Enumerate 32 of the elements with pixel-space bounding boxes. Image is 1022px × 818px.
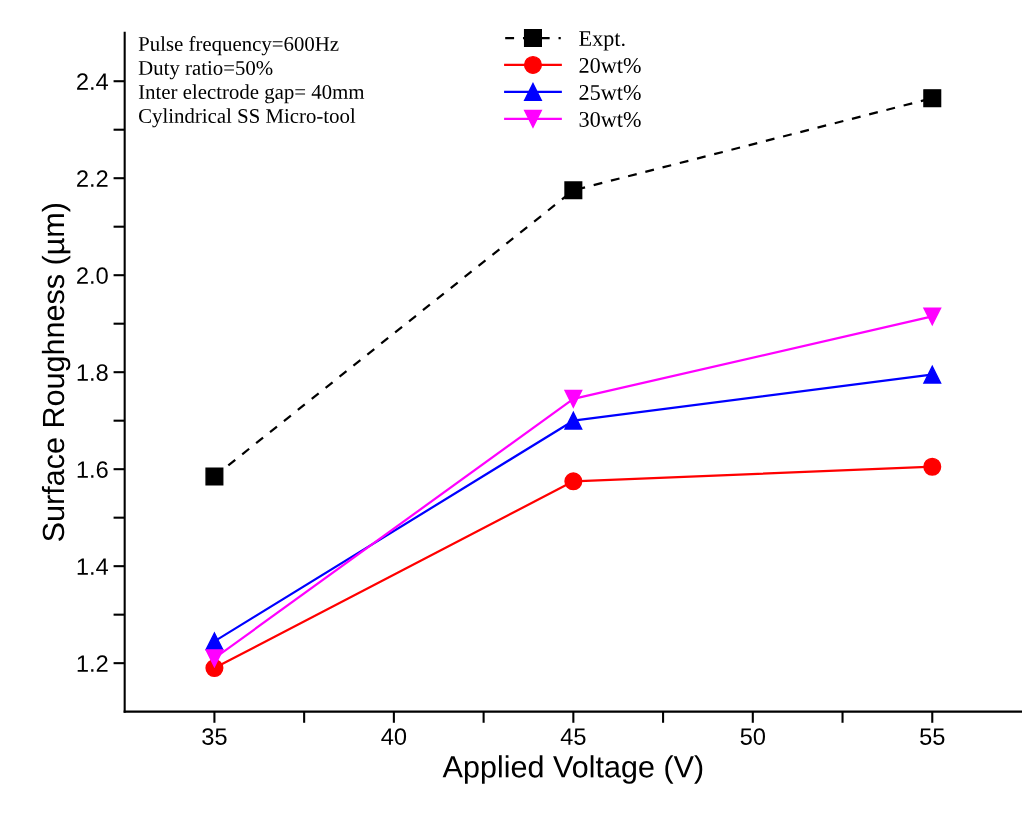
point (564, 411, 583, 430)
annotation: Duty ratio=50% (138, 60, 273, 80)
x-tick-label: 40 (381, 728, 407, 745)
y-tick-label: 2.2 (77, 170, 108, 187)
y-tick-label: 1.8 (77, 364, 108, 381)
y-tick-label: 2.4 (77, 73, 109, 90)
legend-label: Expt. (579, 31, 625, 51)
x-tick-label: 35 (202, 728, 227, 745)
x-tick-label: 45 (560, 728, 586, 745)
point (205, 649, 224, 668)
y-tick-label: 1.4 (77, 558, 109, 575)
x-axis-title: Applied Voltage (V) (442, 755, 703, 784)
annotation: Pulse frequency=600Hz (138, 36, 339, 56)
point (923, 365, 942, 384)
x-tick-label: 55 (920, 728, 945, 745)
point (923, 457, 942, 476)
y-tick-label: 1.2 (77, 655, 108, 672)
point (564, 181, 583, 200)
y-tick-label: 1.6 (77, 461, 108, 478)
point (205, 467, 224, 486)
legend-label: 25wt% (579, 84, 641, 101)
point (923, 89, 942, 108)
y-axis-title: Surface Roughness (µm) (41, 203, 71, 541)
y-tick-label: 2.0 (77, 267, 108, 284)
legend-label: 30wt% (579, 111, 641, 127)
annotation: Cylindrical SS Micro-tool (139, 108, 356, 128)
legend-label: 20wt% (579, 57, 641, 74)
point (564, 389, 583, 408)
point (923, 307, 942, 326)
x-tick-label: 50 (740, 728, 766, 745)
annotation: Inter electrode gap= 40mm (138, 84, 365, 104)
point (564, 472, 583, 491)
